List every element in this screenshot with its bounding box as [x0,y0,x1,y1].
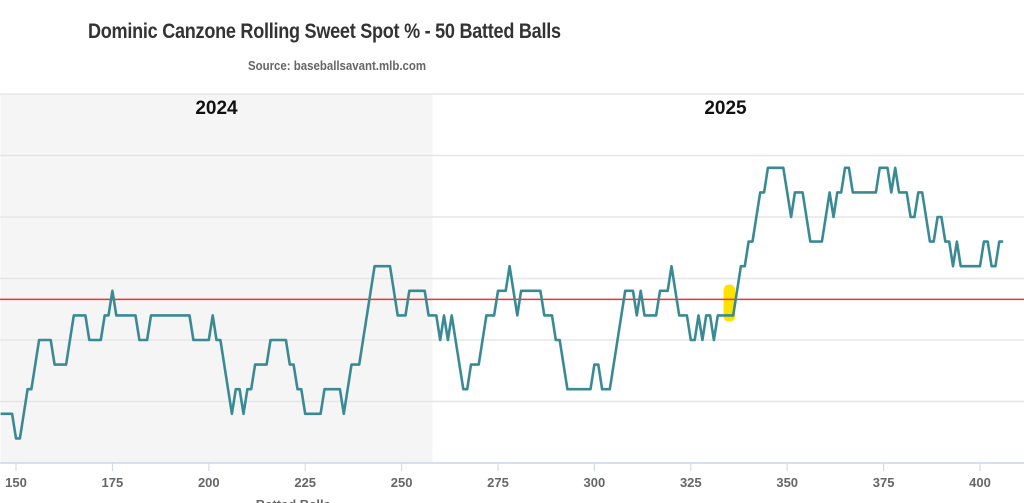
x-tick-label: 400 [969,475,991,490]
x-tick-label: 350 [776,475,798,490]
rolling-sweet-spot-line [0,166,1004,440]
chart-title: Dominic Canzone Rolling Sweet Spot % - 5… [88,20,561,43]
x-tick-label: 200 [198,475,220,490]
season-label-2024: 2024 [195,98,238,119]
x-tick-label: 275 [487,475,509,490]
x-tick-label: 375 [873,475,895,490]
chart-subtitle: Source: baseballsavant.mlb.com [248,58,427,73]
x-tick-label: 300 [584,475,606,490]
highlight-marker [723,284,736,322]
x-tick-label: 325 [680,475,702,490]
x-tick-label: 175 [102,475,124,490]
x-tick-label: 150 [5,475,27,490]
season-label-2025: 2025 [704,98,747,119]
x-tick-label: 250 [391,475,413,490]
x-tick-label: 225 [294,475,316,490]
x-axis-title: Batted Balls [256,497,331,503]
